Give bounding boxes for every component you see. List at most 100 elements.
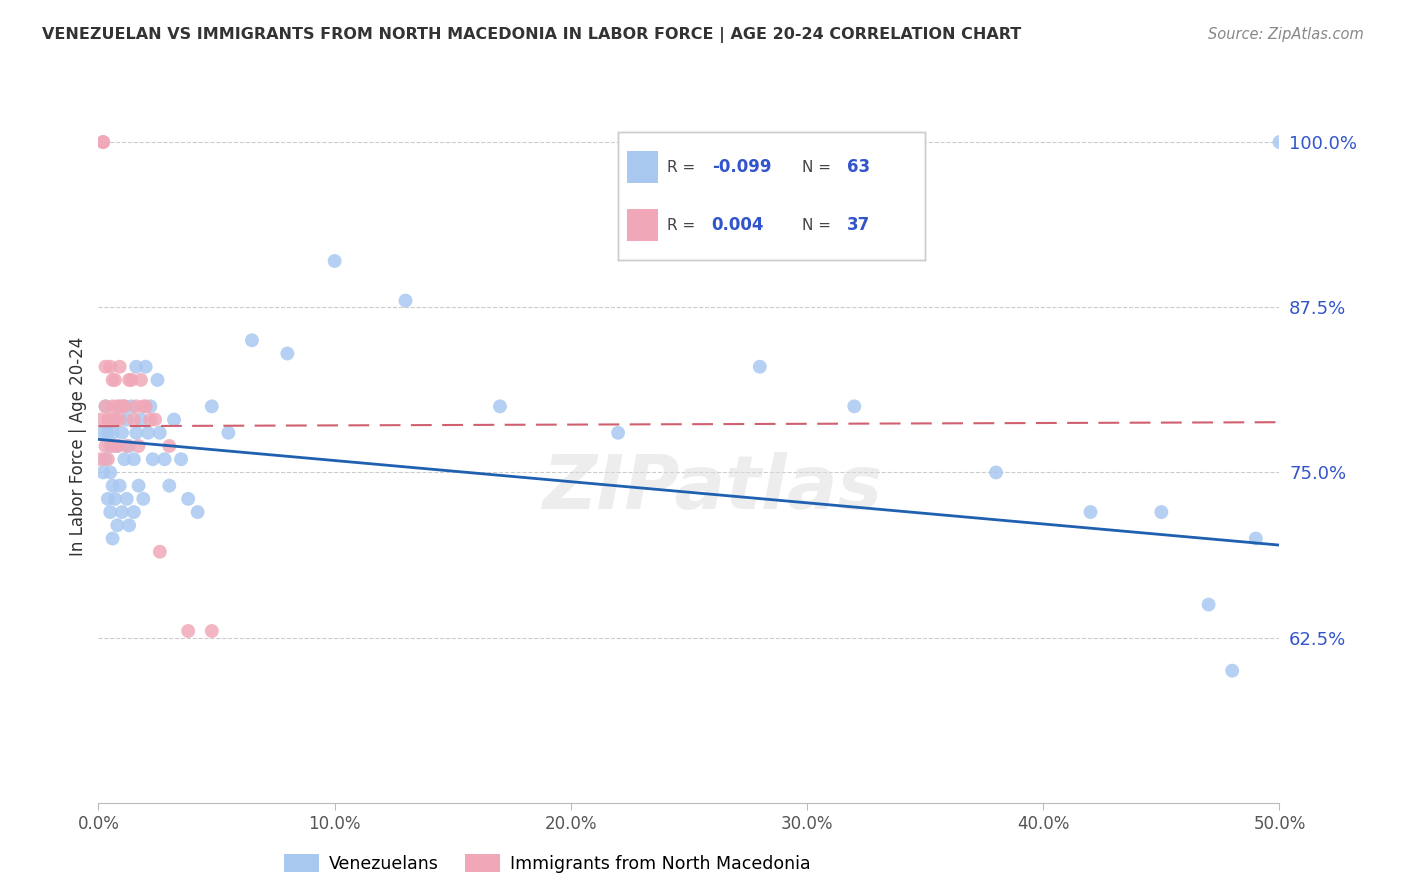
Point bbox=[104, 373, 127, 387]
Point bbox=[121, 373, 143, 387]
Point bbox=[143, 412, 166, 426]
Point bbox=[104, 491, 127, 506]
Point bbox=[108, 359, 131, 374]
Point bbox=[984, 466, 1007, 480]
Point bbox=[118, 373, 141, 387]
Point bbox=[94, 359, 117, 374]
Point bbox=[1150, 505, 1173, 519]
Point bbox=[149, 425, 172, 440]
Point bbox=[240, 333, 263, 347]
Point bbox=[128, 439, 150, 453]
Point bbox=[91, 466, 114, 480]
Point bbox=[115, 439, 138, 453]
Point bbox=[489, 400, 512, 414]
Point bbox=[98, 359, 121, 374]
Point bbox=[1198, 598, 1220, 612]
Point bbox=[844, 400, 866, 414]
Point bbox=[111, 505, 134, 519]
Point bbox=[129, 412, 152, 426]
Point bbox=[157, 439, 180, 453]
Point bbox=[98, 466, 121, 480]
Point bbox=[125, 425, 148, 440]
Point bbox=[201, 400, 224, 414]
Point bbox=[112, 400, 135, 414]
Point bbox=[1220, 664, 1243, 678]
Legend: Venezuelans, Immigrants from North Macedonia: Venezuelans, Immigrants from North Maced… bbox=[277, 847, 817, 880]
Point bbox=[136, 425, 159, 440]
Point bbox=[121, 400, 143, 414]
Point bbox=[94, 400, 117, 414]
Point bbox=[276, 346, 298, 360]
Point bbox=[108, 412, 131, 426]
Point bbox=[97, 425, 120, 440]
Point bbox=[97, 491, 120, 506]
Point bbox=[139, 400, 162, 414]
Point bbox=[98, 439, 121, 453]
Point bbox=[146, 373, 169, 387]
Point bbox=[115, 491, 138, 506]
Point bbox=[104, 412, 127, 426]
Point bbox=[105, 439, 128, 453]
Text: Source: ZipAtlas.com: Source: ZipAtlas.com bbox=[1208, 27, 1364, 42]
Point bbox=[122, 505, 145, 519]
Point bbox=[101, 478, 124, 492]
Point bbox=[97, 452, 120, 467]
Point bbox=[132, 491, 155, 506]
Point bbox=[217, 425, 239, 440]
Point bbox=[97, 412, 120, 426]
Point bbox=[170, 452, 193, 467]
Point bbox=[153, 452, 176, 467]
Point bbox=[90, 412, 112, 426]
Point bbox=[122, 452, 145, 467]
Point bbox=[101, 373, 124, 387]
Point bbox=[394, 293, 416, 308]
Point bbox=[139, 412, 162, 426]
Point bbox=[607, 425, 630, 440]
Text: ZIPatlas: ZIPatlas bbox=[543, 452, 883, 525]
Point bbox=[101, 532, 124, 546]
Point bbox=[108, 478, 131, 492]
Point bbox=[149, 545, 172, 559]
Point bbox=[128, 478, 150, 492]
Point bbox=[115, 412, 138, 426]
Point bbox=[91, 135, 114, 149]
Point bbox=[112, 400, 135, 414]
Point bbox=[323, 254, 346, 268]
Point bbox=[118, 439, 141, 453]
Point bbox=[101, 439, 124, 453]
Y-axis label: In Labor Force | Age 20-24: In Labor Force | Age 20-24 bbox=[69, 336, 87, 556]
Point bbox=[163, 412, 186, 426]
Point bbox=[105, 518, 128, 533]
Text: VENEZUELAN VS IMMIGRANTS FROM NORTH MACEDONIA IN LABOR FORCE | AGE 20-24 CORRELA: VENEZUELAN VS IMMIGRANTS FROM NORTH MACE… bbox=[42, 27, 1021, 43]
Point bbox=[125, 359, 148, 374]
Point bbox=[187, 505, 209, 519]
Point bbox=[177, 624, 200, 638]
Point bbox=[135, 400, 157, 414]
Point bbox=[135, 359, 157, 374]
Point bbox=[118, 518, 141, 533]
Point bbox=[748, 359, 770, 374]
Point bbox=[104, 412, 127, 426]
Point bbox=[105, 439, 128, 453]
Point bbox=[105, 400, 128, 414]
Point bbox=[112, 452, 135, 467]
Point bbox=[111, 400, 134, 414]
Point bbox=[101, 400, 124, 414]
Point bbox=[90, 452, 112, 467]
Point bbox=[201, 624, 224, 638]
Point bbox=[142, 452, 165, 467]
Point bbox=[108, 400, 131, 414]
Point bbox=[125, 400, 148, 414]
Point bbox=[94, 439, 117, 453]
Point bbox=[98, 412, 121, 426]
Point bbox=[1268, 135, 1291, 149]
Point bbox=[111, 425, 134, 440]
Point bbox=[177, 491, 200, 506]
Point bbox=[1080, 505, 1102, 519]
Point bbox=[1244, 532, 1267, 546]
Point bbox=[132, 400, 155, 414]
Point bbox=[98, 505, 121, 519]
Point bbox=[157, 478, 180, 492]
Point bbox=[122, 412, 145, 426]
Point bbox=[94, 400, 117, 414]
